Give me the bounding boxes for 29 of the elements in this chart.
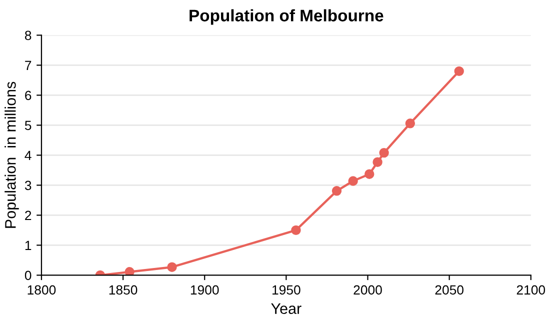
y-tick-label: 3: [24, 180, 32, 190]
point: [332, 186, 342, 196]
x-tick-label: 1800: [28, 285, 56, 295]
y-tick-label: 6: [25, 90, 32, 100]
point: [167, 262, 177, 272]
x-tick-label: 2000: [354, 285, 382, 295]
y-tick-label: 7: [25, 60, 32, 70]
y-tick-label: 5: [24, 120, 32, 130]
y-tick-label: 0: [24, 270, 32, 280]
y-tick-label: 1: [25, 240, 32, 250]
y-tick-label: 8: [24, 30, 32, 40]
point: [291, 225, 301, 236]
x-tick-label: 1900: [190, 285, 219, 295]
point: [454, 66, 464, 76]
y-tick-label: 2: [25, 210, 32, 220]
x-tick-label: 2100: [516, 285, 546, 295]
x-tick-label: 2050: [435, 285, 464, 295]
chart-title: Population of Melbourne: [190, 9, 384, 25]
point: [364, 169, 374, 179]
point: [348, 176, 358, 186]
y-tick-label: 4: [24, 150, 32, 160]
point: [405, 118, 416, 128]
point: [379, 148, 389, 158]
y-axis-title: Population in millions: [4, 82, 19, 228]
x-axis-title: Year: [271, 303, 302, 314]
point: [372, 157, 382, 167]
x-tick-label: 1850: [109, 285, 138, 295]
x-tick-label: 1950: [272, 285, 300, 295]
point: [124, 267, 134, 276]
